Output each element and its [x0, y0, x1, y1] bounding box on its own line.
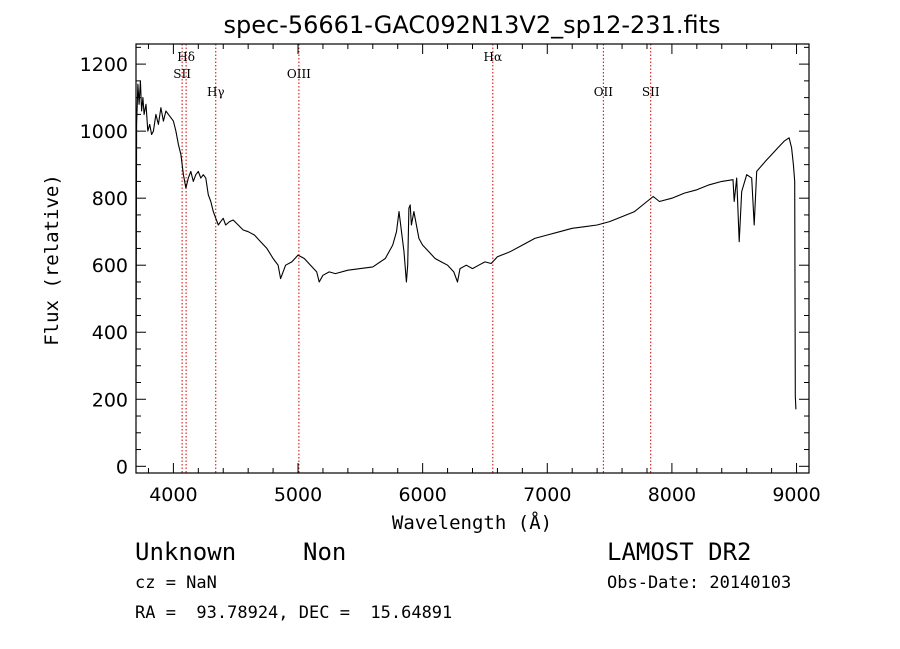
- emission-line-label-5: OII: [594, 85, 614, 99]
- x-tick-label-5: 9000: [772, 484, 820, 506]
- y-tick-label-3: 600: [92, 255, 128, 277]
- x-tick-label-3: 7000: [523, 484, 571, 506]
- chart-title: spec-56661-GAC092N13V2_sp12-231.fits: [224, 11, 721, 39]
- y-tick-label-2: 400: [92, 322, 128, 344]
- coordinates: RA = 93.78924, DEC = 15.64891: [135, 603, 453, 623]
- x-tick-label-4: 8000: [648, 484, 696, 506]
- y-tick-label-4: 800: [92, 188, 128, 210]
- x-tick-label-0: 4000: [149, 484, 197, 506]
- x-axis-label: Wavelength (Å): [392, 511, 552, 534]
- ticks-layer: 4000 5000 6000 7000 8000 9000 0 200 400 600 800 100…: [80, 44, 821, 506]
- y-tick-label-1: 200: [92, 389, 128, 411]
- emission-line-label-6: SII: [642, 85, 660, 99]
- y-tick-label-5: 1000: [80, 121, 128, 143]
- object-class: Unknown: [135, 538, 237, 566]
- emission-line-label-1: SII: [173, 67, 191, 81]
- y-tick-label-6: 1200: [80, 54, 128, 76]
- emission-line-label-4: Hα: [484, 50, 503, 64]
- x-tick-label-1: 5000: [274, 484, 322, 506]
- y-axis-label: Flux (relative): [41, 174, 63, 346]
- redshift-readout: cz = NaN: [135, 573, 217, 593]
- spectrum-line-0: [135, 80, 797, 410]
- plot-frame: [135, 43, 810, 474]
- emission-lines-layer: Hδ SII Hγ OIII Hα OII SII: [173, 44, 660, 473]
- object-subclass: Non: [303, 538, 347, 566]
- emission-line-label-3: OIII: [287, 67, 311, 81]
- obs-date: Obs-Date: 20140103: [607, 573, 792, 593]
- emission-line-label-2: Hγ: [207, 85, 225, 99]
- emission-line-label-0: Hδ: [177, 50, 195, 64]
- y-tick-label-0: 0: [116, 456, 128, 478]
- survey-name: LAMOST DR2: [607, 538, 752, 566]
- spectrum-layer: [135, 80, 797, 410]
- x-tick-label-2: 6000: [398, 484, 446, 506]
